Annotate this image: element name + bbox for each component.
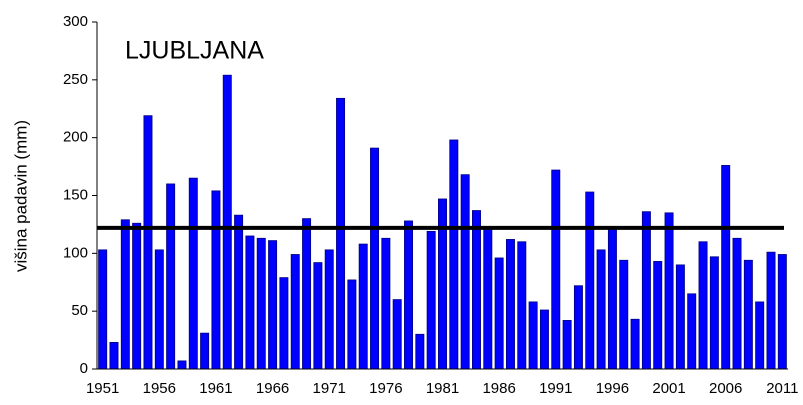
bar xyxy=(619,259,629,370)
bar xyxy=(573,285,583,370)
bar xyxy=(234,214,244,370)
y-tick-label: 300 xyxy=(63,13,88,30)
bar xyxy=(370,147,380,370)
x-tick-label: 1986 xyxy=(482,380,515,397)
bar xyxy=(585,191,595,370)
bar xyxy=(698,241,708,370)
bar xyxy=(551,169,561,370)
bar xyxy=(347,279,357,370)
x-tick-label: 1976 xyxy=(369,380,402,397)
bar xyxy=(381,237,391,370)
bar xyxy=(132,222,142,370)
y-tick-label: 250 xyxy=(63,71,88,88)
x-tick-label: 1956 xyxy=(143,380,176,397)
bar xyxy=(177,360,187,370)
bar xyxy=(517,241,527,370)
bar xyxy=(392,299,402,370)
bar xyxy=(472,210,481,370)
bar xyxy=(279,277,289,370)
bar xyxy=(222,74,232,370)
bar xyxy=(324,249,334,370)
x-tick-label: 1996 xyxy=(596,380,629,397)
x-tick-label: 1951 xyxy=(86,380,119,397)
bar xyxy=(743,259,753,370)
bar xyxy=(777,254,787,370)
bar xyxy=(438,198,447,370)
bar xyxy=(415,333,425,370)
bar xyxy=(109,341,119,370)
y-tick-label: 100 xyxy=(63,244,88,261)
bar xyxy=(630,318,640,370)
bar xyxy=(607,227,617,370)
x-tick-label: 2001 xyxy=(652,380,685,397)
y-tick-label: 0 xyxy=(80,360,88,377)
bar xyxy=(653,261,663,370)
bar xyxy=(290,254,300,370)
bar xyxy=(336,97,346,370)
bar xyxy=(245,235,255,370)
x-tick-label: 2011 xyxy=(766,380,798,397)
bar xyxy=(200,332,210,370)
bar xyxy=(188,177,198,370)
x-tick-label: 1981 xyxy=(426,380,459,397)
bar xyxy=(426,230,436,370)
y-axis-label: višina padavin (mm) xyxy=(11,120,30,272)
bar xyxy=(404,220,413,370)
x-tick-label: 1971 xyxy=(313,380,346,397)
y-tick-label: 150 xyxy=(63,186,88,203)
bar xyxy=(358,243,368,370)
bar xyxy=(755,301,765,370)
chart-title: LJUBLJANA xyxy=(125,37,264,65)
bar xyxy=(120,219,130,370)
y-tick-label: 50 xyxy=(71,302,88,319)
x-tick-label: 1961 xyxy=(199,380,232,397)
bar xyxy=(313,262,323,370)
bar xyxy=(256,237,266,370)
bar xyxy=(166,183,176,370)
bar xyxy=(494,257,504,370)
x-tick-label: 2006 xyxy=(709,380,742,397)
x-tick-label: 1991 xyxy=(539,380,572,397)
bar xyxy=(211,190,221,370)
bar xyxy=(766,251,776,370)
bar xyxy=(709,256,719,370)
bar xyxy=(143,115,153,370)
bar xyxy=(664,212,674,370)
bar xyxy=(460,174,470,370)
bar xyxy=(449,139,459,370)
bar xyxy=(268,240,278,370)
x-tick-label: 1966 xyxy=(256,380,289,397)
bar xyxy=(154,249,164,370)
bar xyxy=(483,227,493,370)
bar xyxy=(539,309,549,370)
bar xyxy=(505,239,515,370)
bar xyxy=(302,218,312,370)
bar xyxy=(675,264,685,370)
bar xyxy=(528,301,538,370)
bar xyxy=(641,211,651,370)
bar xyxy=(596,249,606,370)
bar xyxy=(732,237,742,370)
bar xyxy=(687,293,697,370)
y-tick-label: 200 xyxy=(63,129,88,146)
bar xyxy=(98,249,108,370)
bar xyxy=(721,165,731,370)
bar xyxy=(562,320,572,370)
